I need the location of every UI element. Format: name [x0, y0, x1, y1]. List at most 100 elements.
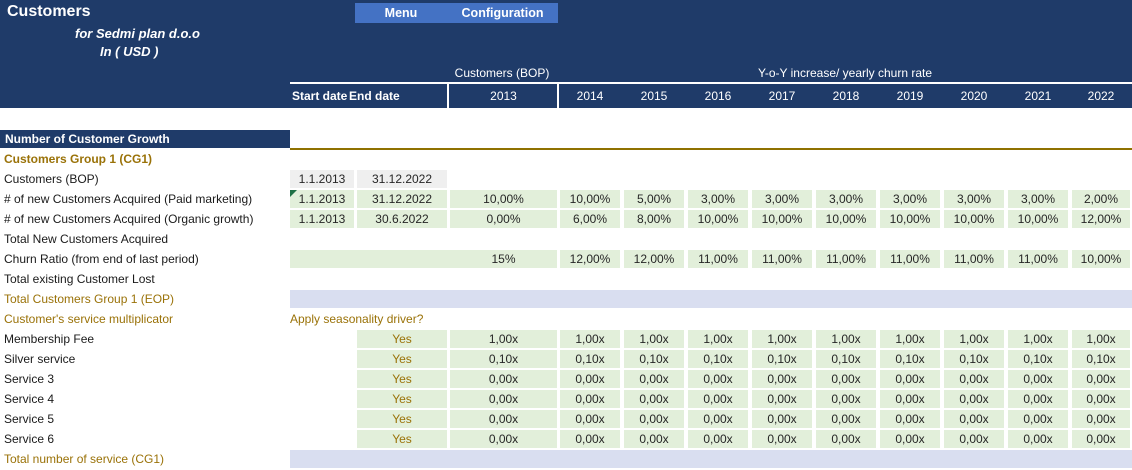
cell-value-2017[interactable]: 10,00%	[752, 210, 812, 228]
cell-value-2021[interactable]: 10,00%	[1008, 210, 1068, 228]
cell-value-2013[interactable]: 1,00x	[450, 330, 557, 348]
row-label[interactable]: # of new Customers Acquired (Paid market…	[4, 190, 252, 208]
cell-end-date[interactable]: 31.12.2022	[357, 170, 447, 188]
cell-value-2021[interactable]: 3,00%	[1008, 190, 1068, 208]
row-label[interactable]: Service 3	[4, 370, 54, 388]
cell-value-2015[interactable]: 12,00%	[624, 250, 684, 268]
cell-value-2018[interactable]: 0,00x	[816, 390, 876, 408]
cell-seasonality-toggle[interactable]: Yes	[357, 330, 447, 348]
cell-value-2018[interactable]: 0,00x	[816, 430, 876, 448]
row-label[interactable]: # of new Customers Acquired (Organic gro…	[4, 210, 253, 228]
cell-value-2020[interactable]: 1,00x	[944, 330, 1004, 348]
row-label[interactable]: Service 6	[4, 430, 54, 448]
cell-value-2014[interactable]: 10,00%	[560, 190, 620, 208]
cell-seasonality-toggle[interactable]: Yes	[357, 410, 447, 428]
cell-value-2021[interactable]: 0,10x	[1008, 350, 1068, 368]
cell-value-2020[interactable]: 0,00x	[944, 410, 1004, 428]
cell-value-2015[interactable]: 0,00x	[624, 390, 684, 408]
cell-value-2014[interactable]: 0,00x	[560, 410, 620, 428]
cell-value-2014[interactable]: 0,00x	[560, 370, 620, 388]
cell-value-2022[interactable]: 0,00x	[1072, 430, 1130, 448]
cell-value-2017[interactable]: 1,00x	[752, 330, 812, 348]
row-label[interactable]: Customers (BOP)	[4, 170, 99, 188]
cell-value-2021[interactable]: 11,00%	[1008, 250, 1068, 268]
cell-value-2014[interactable]: 0,00x	[560, 390, 620, 408]
cell-value-2016[interactable]: 0,00x	[688, 430, 748, 448]
cell-value-2020[interactable]: 11,00%	[944, 250, 1004, 268]
cell-end-date[interactable]: 31.12.2022	[357, 190, 447, 208]
cell-value-2019[interactable]: 1,00x	[880, 330, 940, 348]
row-label[interactable]: Total existing Customer Lost	[4, 270, 155, 288]
row-label[interactable]: Total Customers Group 1 (EOP)	[4, 290, 174, 308]
cell-seasonality-toggle[interactable]: Yes	[357, 350, 447, 368]
row-label[interactable]: Silver service	[4, 350, 75, 368]
cell-end-date[interactable]: 30.6.2022	[357, 210, 447, 228]
cell-value-2016[interactable]: 0,10x	[688, 350, 748, 368]
cell-value-2013[interactable]: 0,10x	[450, 350, 557, 368]
row-label[interactable]: Service 4	[4, 390, 54, 408]
cell-value-2013[interactable]: 0,00x	[450, 430, 557, 448]
cell-value-2013[interactable]: 10,00%	[450, 190, 557, 208]
cell-value-2015[interactable]: 0,00x	[624, 410, 684, 428]
cell-value-2015[interactable]: 0,10x	[624, 350, 684, 368]
cell-value-2013[interactable]: 0,00x	[450, 410, 557, 428]
cell-value-2014[interactable]: 0,10x	[560, 350, 620, 368]
cell-value-2016[interactable]: 11,00%	[688, 250, 748, 268]
cell-start-date[interactable]: 1.1.2013	[290, 190, 354, 208]
cell-value-2019[interactable]: 10,00%	[880, 210, 940, 228]
cell-value-2018[interactable]: 1,00x	[816, 330, 876, 348]
cell-value-2018[interactable]: 3,00%	[816, 190, 876, 208]
cell-value-2017[interactable]: 0,00x	[752, 410, 812, 428]
cell-value-2013[interactable]: 0,00x	[450, 370, 557, 388]
cell-value-2020[interactable]: 0,00x	[944, 390, 1004, 408]
cell-value-2018[interactable]: 0,10x	[816, 350, 876, 368]
cell-value-2017[interactable]: 0,00x	[752, 370, 812, 388]
cell-value-2016[interactable]: 0,00x	[688, 390, 748, 408]
cell-value-2022[interactable]: 1,00x	[1072, 330, 1130, 348]
row-label[interactable]: Customers Group 1 (CG1)	[4, 150, 152, 168]
cell-value-2022[interactable]: 0,10x	[1072, 350, 1130, 368]
total-band-cell[interactable]	[290, 450, 1132, 468]
cell-value-2021[interactable]: 1,00x	[1008, 330, 1068, 348]
cell-value-2018[interactable]: 10,00%	[816, 210, 876, 228]
cell-value-2020[interactable]: 0,00x	[944, 370, 1004, 388]
cell-value-2017[interactable]: 0,00x	[752, 390, 812, 408]
cell-value-2021[interactable]: 0,00x	[1008, 430, 1068, 448]
cell-value-2022[interactable]: 0,00x	[1072, 370, 1130, 388]
cell-value-2014[interactable]: 12,00%	[560, 250, 620, 268]
cell-value-2013[interactable]: 0,00%	[450, 210, 557, 228]
row-label[interactable]: Membership Fee	[4, 330, 94, 348]
cell-value-2019[interactable]: 0,10x	[880, 350, 940, 368]
cell-value-2019[interactable]: 11,00%	[880, 250, 940, 268]
cell-value-2013[interactable]: 0,00x	[450, 390, 557, 408]
cell-value-2021[interactable]: 0,00x	[1008, 390, 1068, 408]
row-label[interactable]: Customer's service multiplicator	[4, 310, 173, 328]
cell-value-2017[interactable]: 0,10x	[752, 350, 812, 368]
cell-seasonality-toggle[interactable]: Yes	[357, 430, 447, 448]
cell-start-date[interactable]: 1.1.2013	[290, 170, 354, 188]
seasonality-note[interactable]: Apply seasonality driver?	[290, 310, 423, 328]
churn-merged-cell[interactable]: 15%	[290, 250, 557, 268]
cell-value-2016[interactable]: 10,00%	[688, 210, 748, 228]
cell-value-2017[interactable]: 11,00%	[752, 250, 812, 268]
cell-value-2021[interactable]: 0,00x	[1008, 370, 1068, 388]
cell-value-2019[interactable]: 0,00x	[880, 370, 940, 388]
cell-value-2015[interactable]: 0,00x	[624, 430, 684, 448]
cell-value-2015[interactable]: 1,00x	[624, 330, 684, 348]
menu-button[interactable]: Menu	[355, 3, 447, 23]
cell-value-2020[interactable]: 0,00x	[944, 430, 1004, 448]
cell-value-2019[interactable]: 0,00x	[880, 410, 940, 428]
cell-value-2017[interactable]: 3,00%	[752, 190, 812, 208]
cell-value-2014[interactable]: 6,00%	[560, 210, 620, 228]
cell-value-2022[interactable]: 0,00x	[1072, 410, 1130, 428]
cell-value-2022[interactable]: 0,00x	[1072, 390, 1130, 408]
cell-value-2021[interactable]: 0,00x	[1008, 410, 1068, 428]
row-label[interactable]: Total New Customers Acquired	[4, 230, 168, 248]
total-band-cell[interactable]	[290, 290, 1132, 308]
cell-value-2022[interactable]: 10,00%	[1072, 250, 1130, 268]
cell-seasonality-toggle[interactable]: Yes	[357, 390, 447, 408]
cell-value-2016[interactable]: 0,00x	[688, 370, 748, 388]
cell-value-2019[interactable]: 3,00%	[880, 190, 940, 208]
cell-value-2015[interactable]: 5,00%	[624, 190, 684, 208]
cell-value-2016[interactable]: 3,00%	[688, 190, 748, 208]
